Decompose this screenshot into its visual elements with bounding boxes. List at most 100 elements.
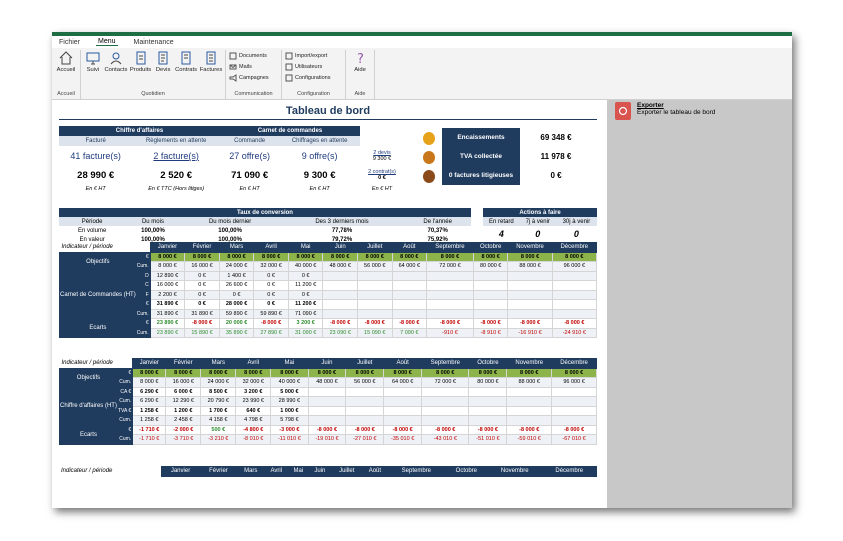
note-0: En € HT (85, 186, 106, 192)
table-cell (507, 299, 553, 310)
tc-r0-1: 100,00% (141, 227, 165, 234)
table-cell (426, 280, 474, 291)
af-retard[interactable]: 4 (498, 229, 504, 239)
month-header: Mai (287, 466, 309, 477)
table-cell: -8 010 € (235, 434, 272, 445)
table-cell: -16 910 € (507, 327, 553, 338)
documents-button[interactable]: Documents (229, 52, 267, 60)
configurations-button[interactable]: Configurations (285, 74, 330, 82)
export-action[interactable]: Exporter Exporter le tableau de bord (615, 102, 715, 120)
campagnes-button[interactable]: Campagnes (229, 74, 269, 82)
table-cell (356, 308, 393, 319)
table-cell: -11 010 € (270, 434, 309, 445)
af-30j[interactable]: 0 (573, 229, 579, 239)
tc-r1-4: 75,92% (427, 236, 448, 243)
table-cell: 1 700 € (200, 405, 237, 416)
table-cell (322, 270, 358, 281)
table-cell (507, 308, 553, 319)
section-label: Carnet de Commandes (HT) (59, 270, 137, 319)
af-7j[interactable]: 0 (535, 229, 541, 239)
link-reglements[interactable]: 2 facture(s) (153, 151, 199, 161)
empty-sub (360, 136, 404, 146)
table-cell: -24 910 € (551, 327, 598, 338)
row-sublabel: € (135, 299, 151, 310)
table-cell (322, 289, 358, 300)
group-label-quotidien: Quotidien (141, 91, 165, 97)
contrats-label: Contrats (175, 67, 197, 73)
section-label: Objectifs (59, 367, 118, 388)
produits-button[interactable]: Produits (130, 50, 151, 73)
month-header: Juin (307, 358, 347, 369)
actions-table: Actions à faire En retard 7j à venir 30j… (483, 208, 597, 242)
mails-button[interactable]: Mails (229, 63, 252, 71)
table-cell: 28 000 € (218, 299, 255, 310)
table-cell: 0 € (253, 280, 289, 291)
table-cell: 8 000 € (322, 251, 358, 262)
table-cell: -1 710 € (132, 424, 167, 435)
campagnes-label: Campagnes (239, 75, 269, 81)
table-cell: 0 € (253, 289, 289, 300)
table-cell (426, 270, 474, 281)
table-cell: -51 010 € (468, 434, 508, 445)
table-cell: 4 798 € (235, 415, 272, 426)
row-sublabel: Cum. (116, 377, 134, 388)
tab-maintenance[interactable]: Maintenance (133, 38, 174, 46)
table-cell: 16 000 € (184, 261, 220, 272)
accueil-button[interactable]: Accueil (55, 50, 77, 73)
table-cell: 1 258 € (132, 415, 167, 426)
tab-menu[interactable]: Menu (96, 38, 118, 46)
import-export-button[interactable]: Import/export (285, 52, 327, 60)
table-cell: 5 798 € (270, 415, 309, 426)
row-sublabel: F (135, 289, 151, 300)
table-cell (383, 396, 423, 407)
export-title[interactable]: Exporter (637, 102, 664, 109)
devis-value: 9 300 € (372, 156, 392, 162)
tc-r0-4: 70,37% (427, 227, 448, 234)
devis-button[interactable]: Devis (154, 50, 172, 73)
gavel-icon (423, 170, 435, 183)
tc-r1-2: 100,00% (218, 236, 242, 243)
table-cell (506, 415, 553, 426)
table-cell: -8 000 € (507, 318, 553, 329)
table-cell (356, 299, 393, 310)
table-cell: -2 000 € (165, 424, 202, 435)
contrats-button[interactable]: Contrats (175, 50, 197, 73)
suivi-button[interactable]: Suivi (84, 50, 102, 73)
table-cell (551, 289, 598, 300)
table-cell (507, 280, 553, 291)
link-factures[interactable]: 41 facture(s) (70, 151, 121, 161)
table-cell: 16 000 € (149, 280, 186, 291)
table-cell: 28 990 € (270, 396, 309, 407)
aide-button[interactable]: ? Aide (349, 50, 371, 73)
table-cell: -35 010 € (383, 434, 423, 445)
note-2: En € HT (239, 186, 260, 192)
group-label-accueil: Accueil (57, 91, 75, 97)
table-cell (383, 405, 423, 416)
table-cell (345, 396, 385, 407)
side-pane: Exporter Exporter le tableau de bord (607, 100, 792, 508)
factures-button[interactable]: Factures (200, 50, 222, 73)
link-contrat[interactable]: 2 contrat(s) (368, 169, 396, 175)
link-devis[interactable]: 2 devis (373, 150, 391, 156)
month-header: Janvier (132, 358, 167, 369)
table-cell: 8 000 € (149, 261, 186, 272)
link-commandes[interactable]: 27 offre(s) (229, 151, 271, 161)
table-cell: -4 800 € (235, 424, 272, 435)
table-cell (551, 280, 598, 291)
utilisateurs-button[interactable]: Utilisateurs (285, 63, 322, 71)
link-chiffrages[interactable]: 9 offre(s) (301, 151, 338, 161)
table-cell: 8 000 € (165, 367, 202, 378)
table-cell: 96 000 € (551, 261, 598, 272)
table-cell: 48 000 € (307, 377, 347, 388)
contacts-button[interactable]: Contacts (104, 50, 127, 73)
tab-fichier[interactable]: Fichier (59, 38, 81, 46)
table-cell (345, 415, 385, 426)
table-cell (426, 289, 474, 300)
table-cell: -27 010 € (345, 434, 385, 445)
group-communication: Documents Mails Campagnes Communication (226, 50, 282, 99)
cmd-header: Carnet de commandes (219, 126, 360, 136)
table-cell: 59 890 € (253, 308, 289, 319)
conversion-table: Taux de conversion Période Du mois Du mo… (59, 208, 471, 244)
table-cell: 20 000 € (218, 318, 255, 329)
table-cell: 20 790 € (200, 396, 237, 407)
